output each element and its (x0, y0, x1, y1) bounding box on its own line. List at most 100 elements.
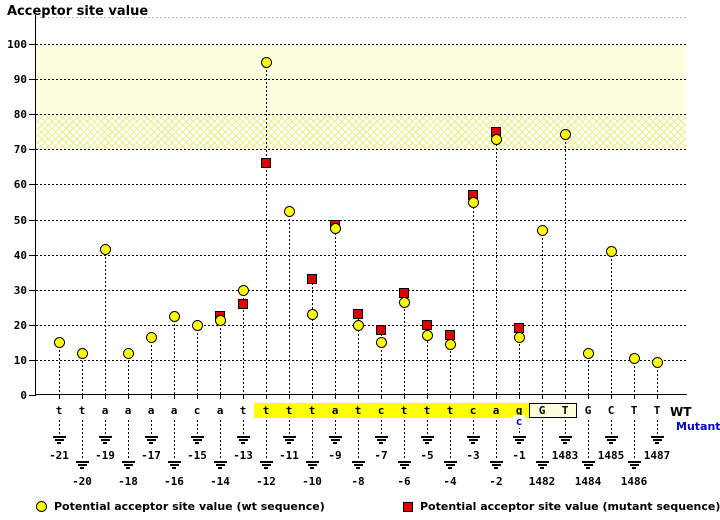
ground-marker-bar (80, 467, 84, 469)
x-tick (312, 395, 313, 399)
ground-marker-bar (402, 467, 406, 469)
legend-wt-label: Potential acceptor site value (wt sequen… (54, 500, 325, 513)
stem-line-lower (220, 420, 221, 460)
position-number: -8 (351, 475, 365, 488)
stem-line-lower (473, 420, 474, 435)
mutant-row-label: Mutant (676, 420, 720, 433)
ground-marker-bar (170, 464, 179, 466)
plot-top-line (36, 17, 686, 18)
legend-mutant-label: Potential acceptor site value (mutant se… (420, 500, 720, 513)
ground-marker-bar (310, 467, 314, 469)
ground-marker-bar (540, 467, 544, 469)
ground-marker-bar (375, 436, 388, 438)
x-tick (404, 395, 405, 399)
stem-line-lower (174, 420, 175, 460)
position-number: -18 (118, 475, 138, 488)
y-tick-dash-30 (29, 290, 36, 291)
mutant-point (353, 309, 363, 319)
gridline-30 (36, 290, 686, 291)
ground-marker-bar (122, 461, 135, 463)
stem-line (243, 290, 244, 394)
position-number: -7 (374, 449, 388, 462)
ground-marker-bar (356, 467, 360, 469)
gridline-70 (36, 149, 686, 150)
position-number: 1483 (551, 449, 579, 462)
ground-marker-bar (216, 464, 225, 466)
mutant-square-icon (403, 501, 413, 512)
ground-marker-bar (239, 439, 248, 441)
wt-point (606, 246, 617, 257)
wt-point (583, 348, 594, 359)
stem-line-lower (82, 420, 83, 460)
wt-point (422, 330, 433, 341)
wt-point (77, 348, 88, 359)
ground-marker-bar (517, 442, 521, 444)
x-tick (450, 395, 451, 399)
gridline-100 (36, 44, 686, 45)
stem-line-lower (404, 420, 405, 460)
ground-marker-bar (78, 464, 87, 466)
position-number: 1484 (574, 475, 602, 488)
stem-line-lower (381, 420, 382, 435)
x-tick (427, 395, 428, 399)
position-number: -10 (302, 475, 322, 488)
stem-line (634, 358, 635, 394)
legend-item-mutant: Potential acceptor site value (mutant se… (403, 500, 720, 513)
ground-marker-bar (655, 442, 659, 444)
position-number: -4 (443, 475, 457, 488)
wt-point (284, 206, 295, 217)
ground-marker-bar (377, 439, 386, 441)
wt-point (123, 348, 134, 359)
ground-marker-bar (126, 467, 130, 469)
position-number: -1 (512, 449, 526, 462)
ground-marker-bar (308, 464, 317, 466)
position-number: 1487 (643, 449, 671, 462)
stem-line-lower (634, 420, 635, 460)
ground-marker-bar (285, 439, 294, 441)
gridline-50 (36, 220, 686, 221)
sequence-letter: t (423, 404, 431, 417)
ground-marker-bar (421, 436, 434, 438)
wt-point (330, 223, 341, 234)
ground-marker-bar (283, 436, 296, 438)
ground-marker-bar (218, 467, 222, 469)
sequence-letter: c (377, 404, 385, 417)
ground-marker-bar (53, 436, 66, 438)
y-tick-label-60: 60 (13, 178, 27, 191)
ground-marker-bar (145, 436, 158, 438)
stem-line (197, 325, 198, 394)
stem-line-lower (657, 420, 658, 435)
stem-line (105, 249, 106, 394)
y-tick-dash-80 (29, 114, 36, 115)
sequence-letter: c (193, 404, 201, 417)
gridline-60 (36, 184, 686, 185)
ground-marker-bar (99, 436, 112, 438)
ground-marker-bar (446, 464, 455, 466)
ground-marker-bar (379, 442, 383, 444)
ground-marker-bar (172, 467, 176, 469)
gridline-40 (36, 255, 686, 256)
ground-marker-bar (168, 461, 181, 463)
ground-marker-bar (241, 442, 245, 444)
position-number: 1486 (620, 475, 648, 488)
y-tick-label-50: 50 (13, 214, 27, 227)
gridline-80 (36, 114, 686, 115)
x-axis-line (35, 394, 687, 395)
wt-point (54, 337, 65, 348)
ground-marker-bar (515, 439, 524, 441)
ground-marker-bar (262, 464, 271, 466)
x-tick (588, 395, 589, 399)
band-crosshatch-pale-yellow (36, 115, 686, 149)
y-axis-line (35, 15, 36, 395)
ground-marker-bar (586, 467, 590, 469)
y-tick-dash-50 (29, 220, 36, 221)
stem-line (335, 225, 336, 394)
ground-marker-bar (149, 442, 153, 444)
sequence-letter: t (285, 404, 293, 417)
sequence-letter: t (78, 404, 86, 417)
wt-point (514, 332, 525, 343)
ground-marker-bar (333, 442, 337, 444)
position-number: -21 (49, 449, 69, 462)
y-tick-label-90: 90 (13, 73, 27, 86)
position-number: -17 (141, 449, 161, 462)
